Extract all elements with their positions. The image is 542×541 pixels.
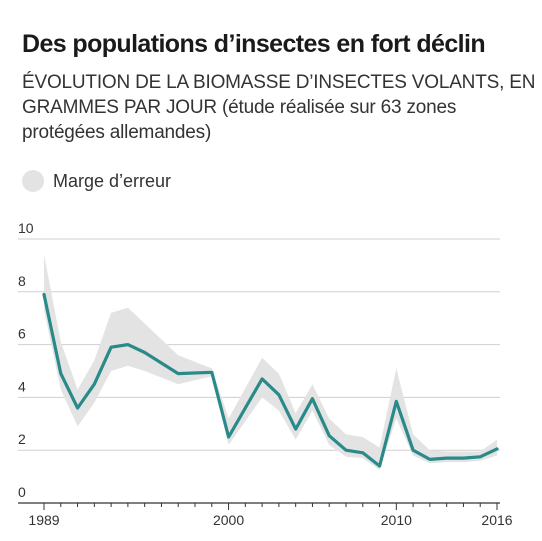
subtitle-caps: ÉVOLUTION DE LA BIOMASSE D’INSECTES VOLA… — [22, 72, 536, 118]
y-tick-label-2: 2 — [18, 431, 26, 447]
x-tick-label-2010: 2010 — [381, 512, 412, 528]
series-line — [42, 292, 499, 468]
x-tick-label-2000: 2000 — [213, 512, 244, 528]
y-tick-label-0: 0 — [18, 484, 26, 500]
chart-title: Des populations d’insectes en fort décli… — [22, 30, 486, 58]
y-tick-label-4: 4 — [18, 378, 26, 394]
legend-band-label: Marge d’erreur — [53, 170, 172, 191]
error-band-area — [44, 254, 497, 470]
y-tick-label-10: 10 — [18, 220, 34, 236]
chart-subtitle: ÉVOLUTION DE LA BIOMASSE D’INSECTES VOLA… — [22, 70, 537, 145]
x-tick-label-2016: 2016 — [481, 512, 512, 528]
x-tick-label-1989: 1989 — [28, 512, 59, 528]
subtitle-rest: (étude réalisée sur 63 zones protégées a… — [22, 97, 457, 143]
legend-band-swatch — [22, 170, 44, 192]
y-tick-label-6: 6 — [18, 326, 26, 342]
y-tick-label-8: 8 — [18, 273, 26, 289]
legend: Marge d’erreur — [22, 170, 171, 192]
